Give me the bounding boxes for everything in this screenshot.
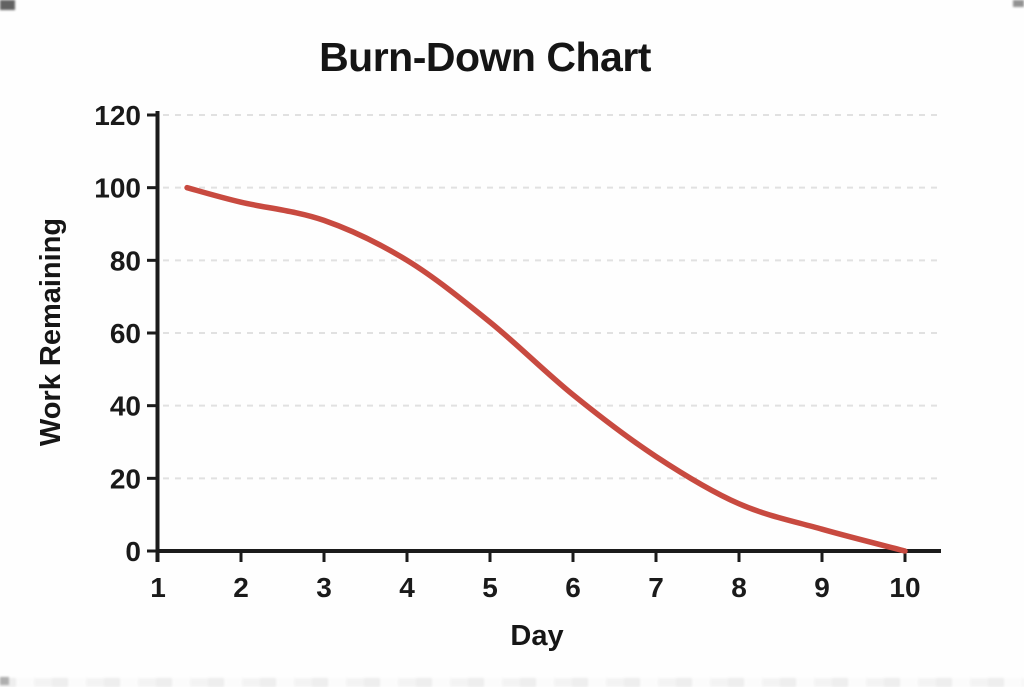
y-tick-label: 20 bbox=[110, 463, 141, 494]
burndown-curve bbox=[184, 184, 908, 554]
x-tick-label: 10 bbox=[889, 572, 920, 603]
x-tick-label: 2 bbox=[233, 572, 249, 603]
x-tick-label: 8 bbox=[731, 572, 747, 603]
y-tick-label: 120 bbox=[94, 100, 141, 131]
y-tick-label: 60 bbox=[110, 318, 141, 349]
x-tick-label: 3 bbox=[316, 572, 332, 603]
y-tick-label: 80 bbox=[110, 245, 141, 276]
y-tick-label: 100 bbox=[94, 173, 141, 204]
y-tick-label: 0 bbox=[125, 536, 141, 567]
x-axis-label: Day bbox=[510, 620, 564, 652]
x-tick-label: 5 bbox=[482, 572, 498, 603]
x-tick-label: 6 bbox=[565, 572, 581, 603]
x-tick-label: 1 bbox=[150, 572, 166, 603]
x-tick-label: 4 bbox=[399, 572, 415, 603]
x-tick-label: 7 bbox=[648, 572, 664, 603]
y-tick-label: 40 bbox=[110, 391, 141, 422]
chart-title: Burn-Down Chart bbox=[319, 34, 651, 80]
y-axis-label: Work Remaining bbox=[35, 217, 67, 447]
x-tick-label: 9 bbox=[814, 572, 830, 603]
